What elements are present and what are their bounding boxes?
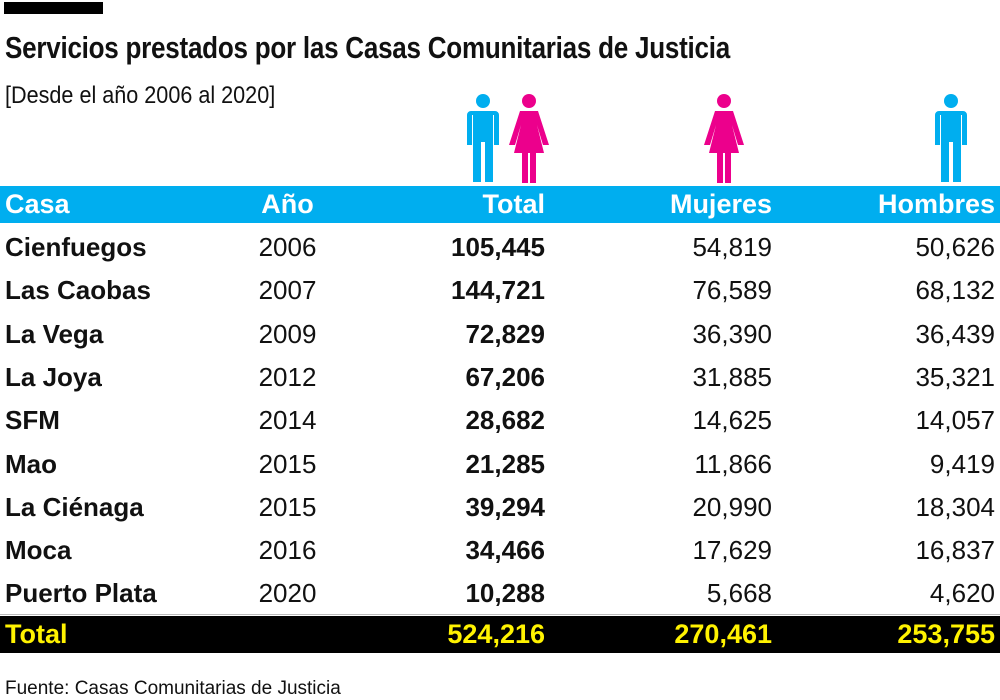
man-icon <box>467 94 499 182</box>
cell-hombres: 16,837 <box>915 535 995 566</box>
woman-icon <box>509 94 549 183</box>
table-row: SFM 2014 28,682 14,625 14,057 <box>0 399 1000 442</box>
cell-hombres: 9,419 <box>929 448 995 479</box>
cell-hombres: 4,620 <box>929 578 995 609</box>
table-row: Mao 2015 21,285 11,866 9,419 <box>0 443 1000 486</box>
cell-total: 67,206 <box>465 361 545 392</box>
total-hombres: 253,755 <box>897 619 995 649</box>
table-row: Puerto Plata 2020 10,288 5,668 4,620 <box>0 572 1000 615</box>
cell-casa: La Ciénaga <box>5 491 144 522</box>
cell-mujeres: 11,866 <box>694 448 772 479</box>
cell-total: 34,466 <box>465 535 545 566</box>
table-row: La Ciénaga 2015 39,294 20,990 18,304 <box>0 486 1000 529</box>
cell-total: 21,285 <box>465 448 545 479</box>
cell-casa: Cienfuegos <box>5 232 147 262</box>
cell-ano: 2015 <box>258 448 317 479</box>
table-row: Las Caobas 2007 144,721 76,589 68,132 <box>0 269 1000 312</box>
woman-icon <box>704 94 744 183</box>
cell-mujeres: 5,668 <box>706 578 772 609</box>
cell-mujeres: 31,885 <box>692 361 772 392</box>
cell-total: 144,721 <box>451 275 545 306</box>
total-mujeres: 270,461 <box>674 619 772 649</box>
cell-casa: Puerto Plata <box>5 578 157 609</box>
cell-casa: Las Caobas <box>5 275 151 306</box>
cell-total: 105,445 <box>451 232 545 262</box>
column-header-ano: Año <box>261 189 314 219</box>
cell-casa: Mao <box>5 448 57 479</box>
table-row: La Joya 2012 67,206 31,885 35,321 <box>0 356 1000 399</box>
cell-ano: 2012 <box>258 361 317 392</box>
cell-total: 39,294 <box>465 491 545 522</box>
cell-casa: La Vega <box>5 318 104 349</box>
cell-ano: 2016 <box>258 535 317 566</box>
decorative-top-bar <box>4 2 103 14</box>
cell-casa: Moca <box>5 535 72 566</box>
total-row: Total 524,216 270,461 253,755 <box>0 616 1000 653</box>
cell-hombres: 50,626 <box>915 232 995 262</box>
cell-mujeres: 17,629 <box>692 535 772 566</box>
column-header-total: Total <box>482 189 546 219</box>
cell-hombres: 35,321 <box>915 361 995 392</box>
cell-hombres: 18,304 <box>915 491 995 522</box>
column-header-hombres: Hombres <box>877 189 995 219</box>
source-note: Fuente: Casas Comunitarias de Justicia <box>5 678 341 699</box>
cell-mujeres: 36,390 <box>692 318 772 349</box>
table-row: Cienfuegos 2006 105,445 54,819 50,626 <box>0 226 1000 269</box>
cell-hombres: 14,057 <box>915 405 995 436</box>
table-row: Moca 2016 34,466 17,629 16,837 <box>0 529 1000 572</box>
total-label: Total <box>5 619 68 649</box>
divider <box>0 614 1000 615</box>
subtitle: [Desde el año 2006 al 2020] <box>5 82 276 109</box>
cell-mujeres: 14,625 <box>692 405 772 436</box>
cell-mujeres: 76,589 <box>692 275 772 306</box>
cell-casa: La Joya <box>5 361 102 392</box>
cell-hombres: 36,439 <box>915 318 995 349</box>
cell-ano: 2015 <box>258 491 317 522</box>
cell-mujeres: 20,990 <box>692 491 772 522</box>
table-header: Casa Año Total Mujeres Hombres <box>0 186 1000 223</box>
cell-ano: 2009 <box>258 318 317 349</box>
man-icon <box>935 94 967 182</box>
cell-mujeres: 54,819 <box>692 232 772 262</box>
cell-ano: 2014 <box>258 405 317 436</box>
cell-casa: SFM <box>5 405 60 436</box>
cell-ano: 2006 <box>258 232 317 262</box>
cell-total: 10,288 <box>465 578 545 609</box>
cell-total: 28,682 <box>465 405 545 436</box>
total-value: 524,216 <box>447 619 545 649</box>
page-title: Servicios prestados por las Casas Comuni… <box>5 30 730 65</box>
table-row: La Vega 2009 72,829 36,390 36,439 <box>0 313 1000 356</box>
column-header-casa: Casa <box>5 189 70 219</box>
cell-ano: 2007 <box>258 275 317 306</box>
cell-ano: 2020 <box>258 578 317 609</box>
cell-total: 72,829 <box>465 318 545 349</box>
cell-hombres: 68,132 <box>915 275 995 306</box>
column-header-mujeres: Mujeres <box>669 189 772 219</box>
